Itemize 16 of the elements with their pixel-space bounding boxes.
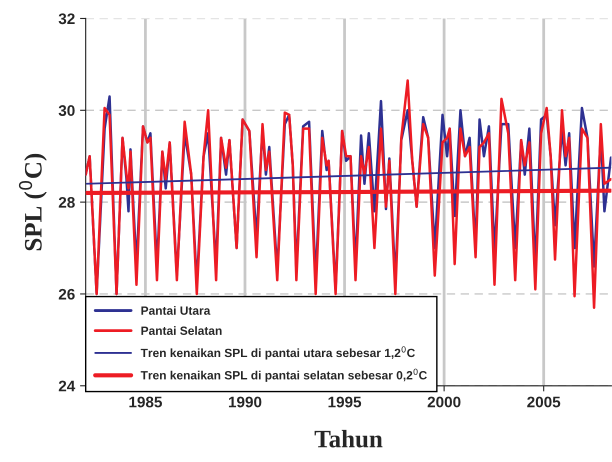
legend-label: Pantai Selatan bbox=[141, 326, 222, 335]
y-tick-label: 30 bbox=[58, 105, 75, 116]
legend-label: Pantai Utara bbox=[141, 306, 210, 315]
y-tick-label: 28 bbox=[58, 196, 75, 208]
x-tick-label: 1990 bbox=[228, 396, 262, 408]
x-tick-label: 1995 bbox=[328, 396, 362, 408]
legend-label: Tren kenaikan SPL di pantai utara sebesar 1,2$^{0}$C bbox=[140, 346, 415, 360]
y-tick-label: 24 bbox=[58, 380, 76, 392]
x-tick-label: 2000 bbox=[428, 396, 460, 408]
x-tick-label: 1985 bbox=[129, 396, 162, 408]
y-axis-title: SPL ($^{0}$C) bbox=[18, 154, 47, 250]
x-tick-label: 2005 bbox=[527, 396, 560, 408]
x-axis-title: Tahun bbox=[314, 430, 382, 448]
y-tick-label: 32 bbox=[58, 13, 75, 24]
y-tick-label: 26 bbox=[58, 288, 75, 300]
legend-label: Tren kenaikan SPL di pantai selatan sebesar 0,2$^{0}$C bbox=[140, 368, 427, 382]
